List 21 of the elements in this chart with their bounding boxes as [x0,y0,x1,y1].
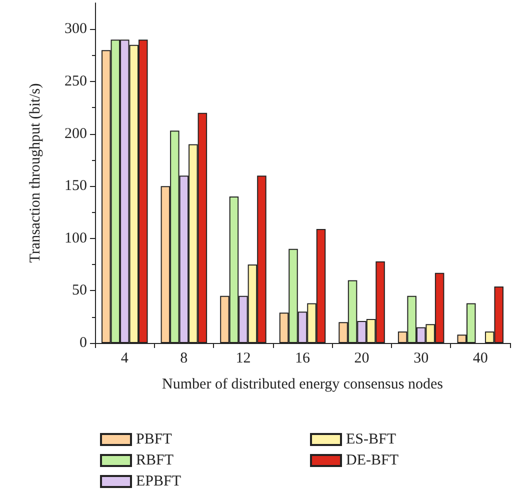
x-tick-label: 16 [295,350,310,366]
x-tick-label: 12 [236,350,251,366]
legend-label: ES-BFT [346,432,396,448]
y-tick-label: 200 [64,126,87,142]
y-tick-label: 300 [64,21,87,38]
legend-label: PBFT [136,432,172,448]
legend-label: EPBFT [136,474,182,490]
y-axis-title: Transaction throughput (bit/s) [28,83,44,263]
x-tick-label: 8 [180,350,188,366]
legend-label: DE-BFT [346,452,398,468]
x-tick-label: 30 [414,350,429,366]
y-tick-label: 150 [64,178,87,194]
y-tick-label: 100 [64,230,87,246]
x-axis-title: Number of distributed energy consensus nodes [162,376,444,392]
y-tick-label: 50 [72,282,87,299]
y-tick-label: 250 [64,73,87,90]
y-tick-label: 0 [80,335,87,351]
legend-label: RBFT [136,452,174,468]
x-tick-label: 40 [472,350,488,366]
x-tick-label: 20 [354,350,370,366]
x-tick-label: 4 [120,350,129,366]
